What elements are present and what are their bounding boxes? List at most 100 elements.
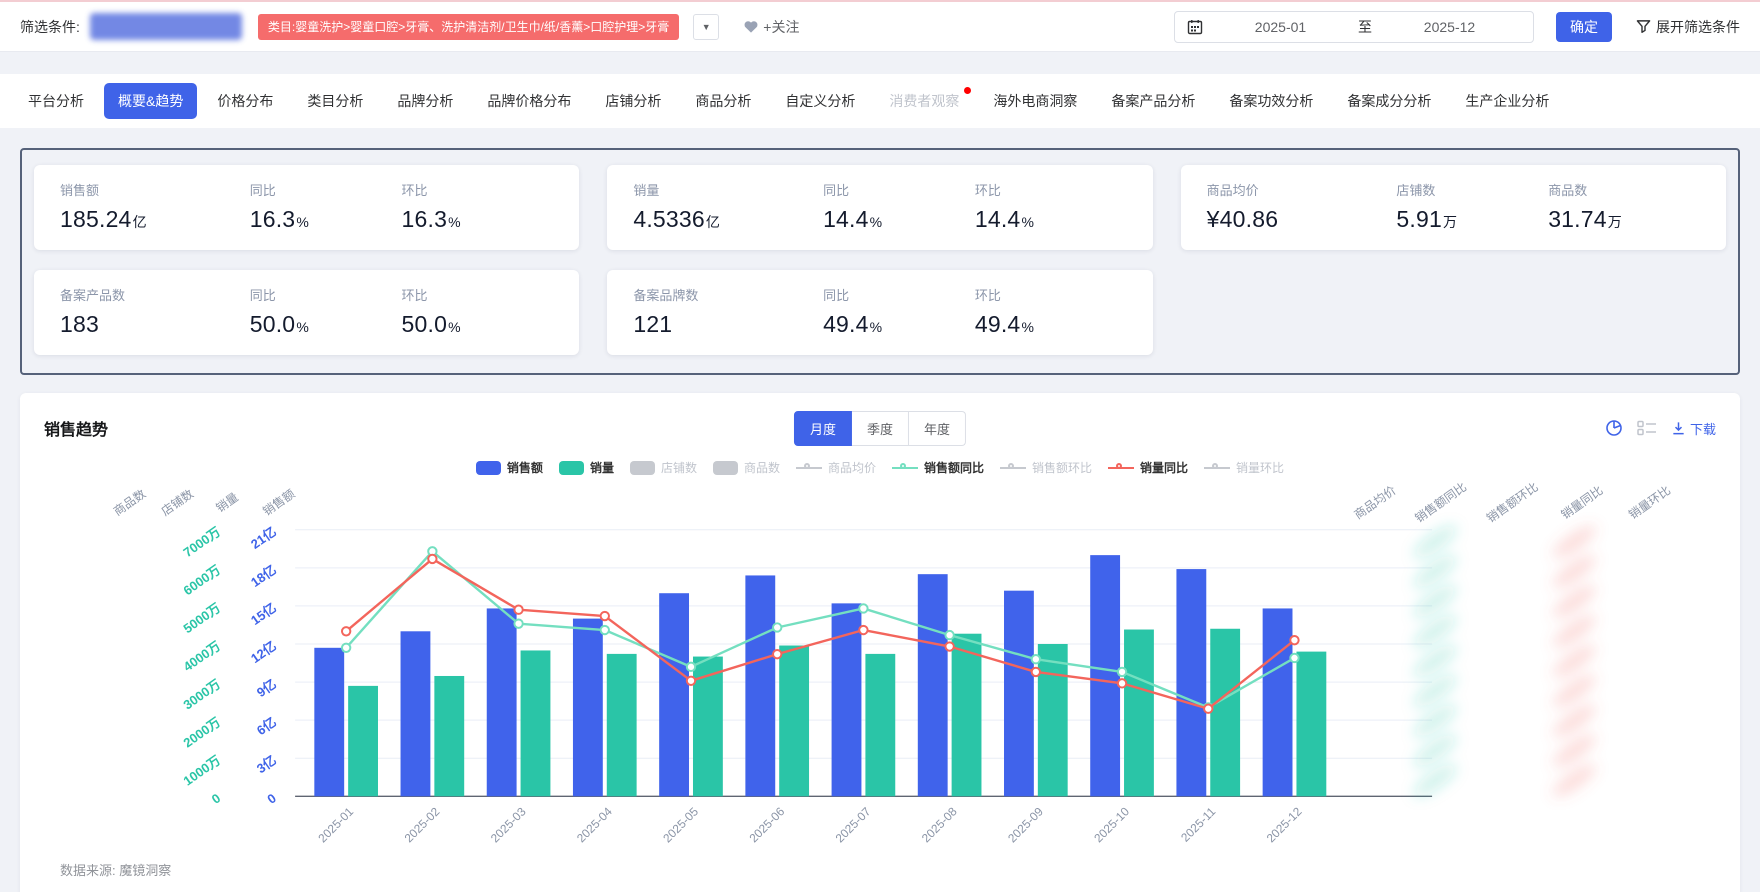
data-point-销量同比[interactable] (513, 604, 524, 615)
legend-item-销量环比[interactable]: 销量环比 (1204, 459, 1284, 476)
tab-3[interactable]: 价格分布 (203, 83, 287, 119)
data-point-销售额同比[interactable] (513, 618, 524, 629)
bar-sales-2025-12[interactable] (1262, 608, 1293, 797)
bar-volume-2025-02[interactable] (434, 675, 465, 797)
legend-item-商品均价[interactable]: 商品均价 (795, 459, 876, 476)
bar-sales-2025-08[interactable] (917, 574, 948, 797)
legend-item-销量[interactable]: 销量 (558, 459, 614, 476)
line-series-销量同比[interactable] (340, 553, 1300, 714)
download-button[interactable]: 下载 (1671, 419, 1716, 438)
granularity-季度[interactable]: 季度 (851, 410, 910, 446)
expand-filters-button[interactable]: 展开筛选条件 (1636, 17, 1740, 37)
data-point-销量同比[interactable] (1030, 666, 1042, 678)
bar-sales-2025-03[interactable] (486, 608, 517, 797)
bar-sales-2025-02[interactable] (400, 631, 431, 797)
data-point-销量同比[interactable] (944, 641, 955, 652)
data-point-销售额同比[interactable] (858, 603, 869, 614)
kpi-metric: 商品数 31.74万 (1548, 180, 1700, 233)
tab-4[interactable]: 类目分析 (293, 83, 377, 119)
date-end-input[interactable]: 2025-12 (1423, 18, 1476, 35)
legend-item-店铺数[interactable]: 店铺数 (629, 459, 697, 476)
tab-11[interactable]: 海外电商洞察 (979, 83, 1091, 119)
data-point-销售额同比[interactable] (1116, 666, 1128, 678)
follow-button[interactable]: +关注 (743, 17, 799, 37)
data-point-销量同比[interactable] (772, 648, 783, 660)
bar-volume-2025-09[interactable] (1037, 643, 1068, 797)
legend-item-销售额同比[interactable]: 销售额同比 (892, 459, 984, 476)
legend-item-销售额[interactable]: 销售额 (475, 459, 543, 476)
tab-label: 平台分析 (28, 93, 84, 109)
sales-trend-chart[interactable]: 0 0 3亿 1000万 6亿 2000万 9亿 3000万 12亿 4000万 15亿 5000万 1… (44, 480, 1716, 858)
tab-8[interactable]: 商品分析 (681, 83, 765, 119)
data-point-销量同比[interactable] (1289, 635, 1300, 646)
bar-volume-2025-12[interactable] (1296, 651, 1327, 797)
line-series-销售额同比[interactable] (340, 546, 1300, 713)
metric-unit: % (296, 214, 309, 230)
data-point-销量同比[interactable] (685, 675, 697, 686)
data-point-销量同比[interactable] (1116, 678, 1128, 689)
bar-volume-2025-04[interactable] (606, 653, 637, 797)
date-range-picker[interactable]: 2025-01 至 2025-12 (1174, 10, 1534, 43)
chart-legend: 销售额 销量 店铺数 商品数 商品均价 销售额同比 销售额环比 销量同比 销量环比 (44, 459, 1716, 476)
bar-volume-2025-01[interactable] (348, 685, 378, 797)
tab-6[interactable]: 品牌价格分布 (473, 83, 585, 119)
bar-sales-2025-09[interactable] (1004, 590, 1034, 797)
bar-series[interactable]: 2025-01 2025-02 2025-03 2025-04 2025-05 2025-… (314, 555, 1327, 845)
tab-13[interactable]: 备案功效分析 (1215, 83, 1327, 119)
tab-7[interactable]: 店铺分析 (591, 83, 675, 119)
data-point-销售额同比[interactable] (599, 624, 610, 636)
bar-volume-2025-10[interactable] (1124, 629, 1154, 797)
bar-volume-2025-03[interactable] (520, 650, 551, 797)
data-point-销售额同比[interactable] (944, 629, 955, 641)
pie-chart-icon[interactable] (1605, 419, 1623, 437)
data-point-销售额同比[interactable] (1030, 654, 1042, 665)
data-point-销售额同比[interactable] (685, 661, 697, 673)
bar-volume-2025-06[interactable] (779, 645, 810, 797)
tab-15[interactable]: 生产企业分析 (1451, 83, 1563, 119)
tab-14[interactable]: 备案成分分析 (1333, 83, 1445, 119)
volume-axis-tick: 6000万 (180, 562, 223, 598)
confirm-button[interactable]: 确定 (1556, 11, 1612, 42)
sales-axis-tick: 21亿 (248, 524, 279, 552)
data-point-销售额同比[interactable] (1289, 652, 1300, 664)
bar-sales-2025-04[interactable] (572, 618, 603, 797)
axis-title-商品均价: 商品均价 (1352, 483, 1399, 522)
data-point-销量同比[interactable] (340, 626, 352, 637)
category-filter-tag[interactable]: 类目:婴童洗护>婴童口腔>牙膏、洗护清洁剂/卫生巾/纸/香薰>口腔护理>牙膏 (257, 13, 680, 40)
tab-10[interactable]: 消费者观察 (875, 83, 973, 119)
data-point-销量同比[interactable] (427, 553, 438, 565)
tab-1[interactable]: 平台分析 (14, 83, 98, 119)
date-start-input[interactable]: 2025-01 (1254, 18, 1307, 35)
granularity-月度[interactable]: 月度 (793, 410, 852, 446)
data-point-销量同比[interactable] (1203, 703, 1214, 714)
tab-12[interactable]: 备案产品分析 (1097, 83, 1209, 119)
data-point-销售额同比[interactable] (772, 622, 783, 633)
legend-item-销量同比[interactable]: 销量同比 (1108, 459, 1188, 476)
data-point-销量同比[interactable] (599, 610, 610, 622)
bar-volume-2025-08[interactable] (951, 633, 982, 797)
tag-dropdown-caret[interactable]: ▼ (693, 13, 720, 40)
data-view-icon[interactable] (1637, 419, 1657, 437)
legend-item-商品数[interactable]: 商品数 (712, 459, 780, 476)
tab-2[interactable]: 概要&趋势 (104, 83, 198, 119)
bar-volume-2025-11[interactable] (1210, 628, 1241, 797)
tab-9[interactable]: 自定义分析 (771, 83, 869, 119)
metric-label: 同比 (249, 183, 276, 198)
analysis-tabs: 平台分析 概要&趋势 价格分布 类目分析 品牌分析 品牌价格分布 店铺分析 商品分析 自定义分析… (0, 74, 1760, 128)
bar-volume-2025-05[interactable] (692, 656, 723, 797)
metric-value: 49.4% (823, 311, 883, 337)
bar-sales-2025-05[interactable] (659, 593, 690, 797)
redacted-filter-tag[interactable] (89, 13, 242, 40)
bar-volume-2025-07[interactable] (865, 653, 896, 797)
data-point-销售额同比[interactable] (340, 642, 352, 653)
tab-5[interactable]: 品牌分析 (383, 83, 467, 119)
bar-sales-2025-10[interactable] (1090, 555, 1121, 797)
data-point-销量同比[interactable] (858, 624, 869, 636)
download-label: 下载 (1689, 421, 1716, 437)
sales-axis-tick: 9亿 (254, 676, 279, 700)
bar-sales-2025-11[interactable] (1176, 569, 1207, 797)
legend-item-销售额环比[interactable]: 销售额环比 (1000, 459, 1092, 476)
bar-sales-2025-06[interactable] (745, 575, 776, 797)
bar-sales-2025-01[interactable] (314, 647, 345, 797)
granularity-年度[interactable]: 年度 (909, 410, 967, 446)
